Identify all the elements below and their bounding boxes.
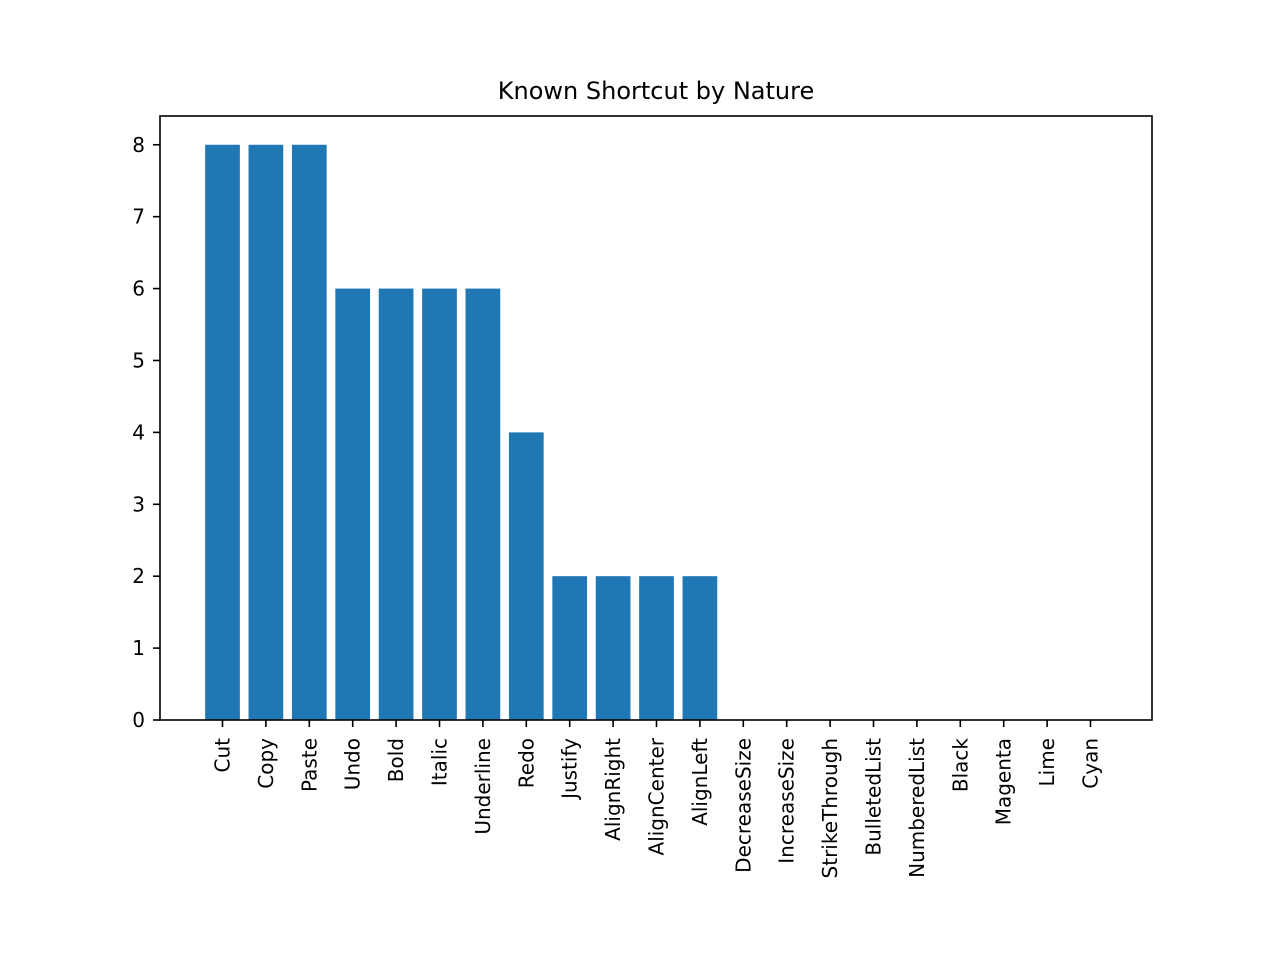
x-tick-label: Magenta <box>992 738 1016 825</box>
bars-group <box>205 144 718 720</box>
x-tick-label: Underline <box>471 738 495 835</box>
x-tick-label: NumberedList <box>905 738 929 878</box>
bar-alignright <box>595 576 631 720</box>
bar-aligncenter <box>639 576 674 720</box>
x-tick-label: Undo <box>341 738 365 790</box>
x-tick-label: DecreaseSize <box>731 738 755 873</box>
x-tick-label: Cut <box>211 738 235 773</box>
bar-paste <box>291 144 327 720</box>
y-tick-label: 7 <box>132 205 145 229</box>
chart-title: Known Shortcut by Nature <box>498 77 814 105</box>
x-tick-label: Bold <box>384 738 408 782</box>
y-tick-label: 2 <box>132 564 145 588</box>
x-tick-label: BulletedList <box>862 738 886 856</box>
plot-frame <box>159 115 1153 721</box>
y-tick-label: 0 <box>132 708 145 732</box>
bar-copy <box>248 144 284 720</box>
x-tick-label: AlignCenter <box>645 737 669 855</box>
x-tick-label: AlignRight <box>601 738 625 841</box>
y-tick-label: 3 <box>132 492 145 516</box>
bar-cut <box>205 144 240 720</box>
x-tick-label: AlignLeft <box>688 738 712 826</box>
x-tick-label: Paste <box>297 738 321 792</box>
y-tick-label: 8 <box>132 133 145 157</box>
bar-bold <box>378 288 414 720</box>
x-tick-label: Italic <box>428 738 452 786</box>
bar-underline <box>465 288 501 720</box>
x-tick-label: Redo <box>514 738 538 788</box>
x-tick-label: Copy <box>254 738 278 789</box>
bar-justify <box>552 576 588 720</box>
x-tick-label: IncreaseSize <box>775 738 799 864</box>
y-tick-label: 4 <box>132 420 145 444</box>
bar-alignleft <box>682 576 718 720</box>
bar-undo <box>335 288 371 720</box>
y-tick-label: 5 <box>132 348 145 372</box>
y-tick-label: 6 <box>132 277 145 301</box>
x-tick-label: Cyan <box>1079 738 1103 789</box>
x-tick-label: Lime <box>1035 738 1059 787</box>
x-tick-label: Black <box>948 738 972 793</box>
y-axis: 0 1 2 3 4 5 6 7 8 <box>132 133 160 732</box>
x-tick-label: StrikeThrough <box>818 738 842 878</box>
y-tick-label: 1 <box>132 636 145 660</box>
bar-redo <box>508 432 544 720</box>
x-tick-label: Justify <box>558 738 582 801</box>
bar-italic <box>422 288 457 720</box>
x-axis: Cut Copy Paste Undo Bold Italic Underline Redo J… <box>211 720 1103 878</box>
